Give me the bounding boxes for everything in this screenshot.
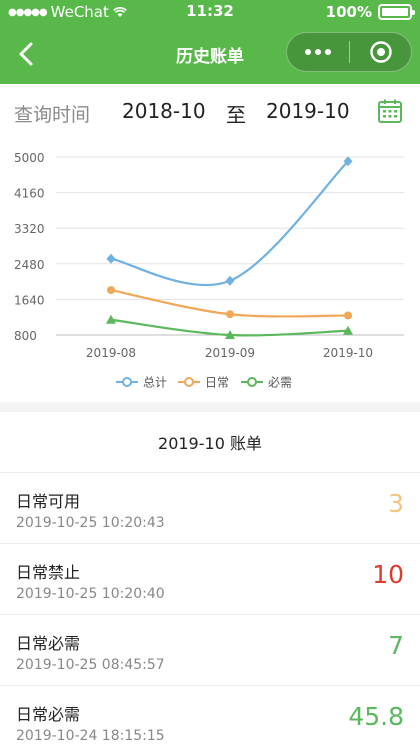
series-line bbox=[110, 160, 349, 287]
carrier-name: WeChat bbox=[50, 3, 109, 21]
nav-bar: 历史账单 bbox=[0, 24, 420, 84]
legend-marker bbox=[122, 377, 132, 387]
bill-amount: 7 bbox=[388, 631, 404, 660]
more-button[interactable] bbox=[287, 33, 349, 71]
data-point bbox=[106, 314, 116, 324]
bill-trend-chart: 5000 4160 3320 2480 1640 800 2019-08 2019-09 201… bbox=[14, 151, 404, 390]
mini-program-capsule bbox=[286, 32, 412, 72]
bill-list: 日常可用 2019-10-25 10:20:43 3 日常禁止 2019-10-… bbox=[0, 472, 420, 746]
battery-percent: 100% bbox=[325, 3, 372, 21]
close-circle-icon bbox=[369, 41, 392, 63]
data-point bbox=[107, 286, 115, 295]
bill-row[interactable]: 日常可用 2019-10-25 10:20:43 3 bbox=[0, 472, 420, 543]
page-title: 历史账单 bbox=[176, 47, 244, 67]
y-tick-label: 5000 bbox=[14, 151, 45, 165]
status-bar: ●●●●● WeChat 11:32 100% bbox=[0, 0, 420, 24]
carrier-indicator: ●●●●● WeChat bbox=[8, 3, 127, 21]
data-point bbox=[343, 156, 353, 167]
bill-row[interactable]: 日常必需 2019-10-25 08:45:57 7 bbox=[0, 614, 420, 685]
legend-label: 总计 bbox=[143, 376, 167, 390]
bill-name: 日常可用 bbox=[16, 492, 81, 511]
bill-row[interactable]: 日常必需 2019-10-24 18:15:15 45.8 bbox=[0, 685, 420, 746]
date-filter: 查询时间 2018-10 至 2019-10 bbox=[0, 84, 420, 140]
wifi-icon bbox=[113, 6, 127, 17]
end-date-picker[interactable]: 2019-10 bbox=[266, 99, 350, 123]
capsule-divider bbox=[349, 41, 350, 63]
bill-amount: 45.8 bbox=[348, 702, 404, 731]
data-point bbox=[106, 253, 116, 264]
legend-marker bbox=[184, 377, 194, 387]
data-point bbox=[225, 275, 235, 286]
y-tick-label: 2480 bbox=[14, 258, 45, 272]
data-point bbox=[343, 325, 353, 335]
bill-amount: 3 bbox=[388, 489, 404, 518]
x-tick-label: 2019-09 bbox=[205, 346, 255, 360]
section-divider bbox=[0, 402, 420, 412]
y-tick-label: 800 bbox=[14, 329, 37, 343]
data-point bbox=[344, 311, 352, 320]
legend-label: 必需 bbox=[268, 376, 292, 390]
bill-time: 2019-10-25 10:20:40 bbox=[16, 586, 165, 602]
start-date-picker[interactable]: 2018-10 bbox=[122, 99, 206, 123]
data-point bbox=[225, 330, 235, 339]
bill-name: 日常必需 bbox=[16, 634, 81, 653]
data-point bbox=[226, 310, 234, 319]
y-tick-label: 3320 bbox=[14, 222, 45, 236]
back-button[interactable] bbox=[8, 34, 44, 74]
chevron-left-icon bbox=[19, 42, 33, 66]
bill-time: 2019-10-24 18:15:15 bbox=[16, 728, 165, 744]
legend-marker bbox=[247, 377, 257, 387]
bill-row[interactable]: 日常禁止 2019-10-25 10:20:40 10 bbox=[0, 543, 420, 614]
close-button[interactable] bbox=[350, 33, 411, 71]
calendar-icon[interactable] bbox=[377, 98, 403, 124]
bill-name: 日常必需 bbox=[16, 705, 81, 724]
bill-list-title: 2019-10 账单 bbox=[158, 434, 262, 453]
x-tick-label: 2019-08 bbox=[86, 346, 136, 360]
bill-name: 日常禁止 bbox=[16, 563, 81, 582]
more-dots-icon bbox=[305, 49, 311, 55]
filter-label: 查询时间 bbox=[14, 104, 91, 126]
bill-time: 2019-10-25 08:45:57 bbox=[16, 657, 165, 673]
clock: 11:32 bbox=[186, 2, 234, 20]
x-tick-label: 2019-10 bbox=[323, 346, 373, 360]
bill-amount: 10 bbox=[372, 560, 404, 589]
signal-icon: ●●●●● bbox=[8, 6, 48, 18]
bill-time: 2019-10-25 10:20:43 bbox=[16, 515, 165, 531]
date-separator: 至 bbox=[226, 103, 246, 127]
battery-icon bbox=[378, 4, 415, 20]
y-tick-label: 4160 bbox=[14, 187, 45, 201]
legend-label: 日常 bbox=[205, 376, 229, 390]
y-tick-label: 1640 bbox=[14, 293, 45, 307]
